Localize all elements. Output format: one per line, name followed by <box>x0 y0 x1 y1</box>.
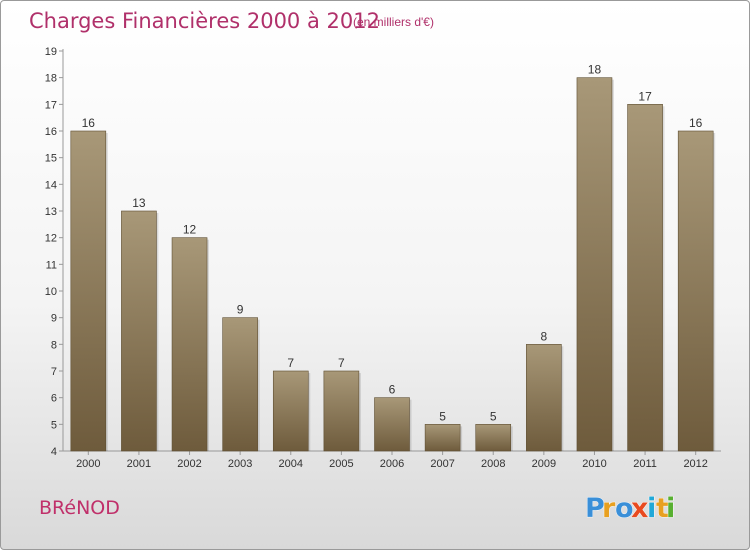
y-tick-label: 5 <box>51 419 57 431</box>
data-label: 18 <box>588 63 602 77</box>
bar-2002 <box>171 237 208 452</box>
x-tick-label: 2011 <box>633 458 657 470</box>
y-tick-label: 12 <box>45 233 57 245</box>
data-label: 7 <box>287 356 294 370</box>
y-tick-label: 14 <box>45 179 57 191</box>
logo-letter: o <box>615 493 634 524</box>
y-tick-label: 13 <box>45 206 57 218</box>
y-tick-label: 17 <box>45 99 57 111</box>
x-tick-label: 2005 <box>329 458 353 470</box>
x-tick-label: 2001 <box>127 458 151 470</box>
logo-letter: r <box>602 493 616 524</box>
bar-2008 <box>475 424 512 452</box>
data-label: 16 <box>689 116 703 130</box>
bar-2003 <box>222 317 258 452</box>
chart-bars <box>70 77 716 452</box>
y-tick-label: 4 <box>51 446 57 458</box>
chart-title: Charges Financières 2000 à 2012 <box>29 9 380 33</box>
bar-2010 <box>576 77 613 452</box>
chart-subtitle: (en milliers d'€) <box>353 15 434 29</box>
bar-2007 <box>424 424 461 452</box>
y-tick-label: 10 <box>45 286 57 298</box>
bar-2009 <box>526 344 562 452</box>
data-label: 6 <box>389 383 396 397</box>
logo-letter: i <box>666 493 675 524</box>
data-label: 16 <box>82 116 96 130</box>
x-tick-label: 2004 <box>279 458 303 470</box>
x-tick-label: 2006 <box>380 458 404 470</box>
bar-2001 <box>121 210 157 452</box>
data-label: 9 <box>237 303 244 317</box>
bar-2011 <box>627 104 663 452</box>
x-tick-label: 2002 <box>177 458 201 470</box>
x-tick-label: 2000 <box>76 458 100 470</box>
bar-2005 <box>323 370 360 452</box>
bar-2004 <box>272 370 309 452</box>
y-tick-label: 15 <box>45 153 57 165</box>
logo-letter: P <box>585 493 605 524</box>
logo-letter: i <box>647 493 656 524</box>
chart-labels: 16 2000 13 2001 12 2002 9 2003 7 2004 7 2005 6 2006 5 2… <box>76 63 708 470</box>
data-label: 5 <box>490 409 497 423</box>
y-tick-label: 7 <box>51 366 57 378</box>
x-tick-label: 2003 <box>228 458 252 470</box>
bar-2000 <box>70 130 107 452</box>
y-tick-label: 18 <box>45 73 57 85</box>
logo-letter: x <box>631 493 648 524</box>
data-label: 8 <box>541 329 548 343</box>
proxiti-logo[interactable]: Pr oxi ti <box>583 490 693 524</box>
y-tick-label: 6 <box>51 393 57 405</box>
logo-letter: t <box>656 493 669 524</box>
data-label: 13 <box>132 196 146 210</box>
data-label: 17 <box>638 89 652 103</box>
y-tick-label: 11 <box>46 259 57 271</box>
y-tick-label: 8 <box>51 339 57 351</box>
x-tick-label: 2009 <box>532 458 556 470</box>
commune-name: BRéNOD <box>39 497 120 519</box>
data-label: 12 <box>183 223 197 237</box>
bar-2012 <box>677 130 714 452</box>
bar-2006 <box>374 397 410 452</box>
y-tick-label: 9 <box>51 313 57 325</box>
x-tick-label: 2007 <box>430 458 454 470</box>
y-tick-label: 16 <box>45 126 57 138</box>
data-label: 7 <box>338 356 345 370</box>
x-tick-label: 2008 <box>481 458 505 470</box>
y-tick-label: 19 <box>45 46 57 58</box>
x-tick-label: 2012 <box>683 458 707 470</box>
x-tick-label: 2010 <box>582 458 606 470</box>
data-label: 5 <box>439 409 446 423</box>
